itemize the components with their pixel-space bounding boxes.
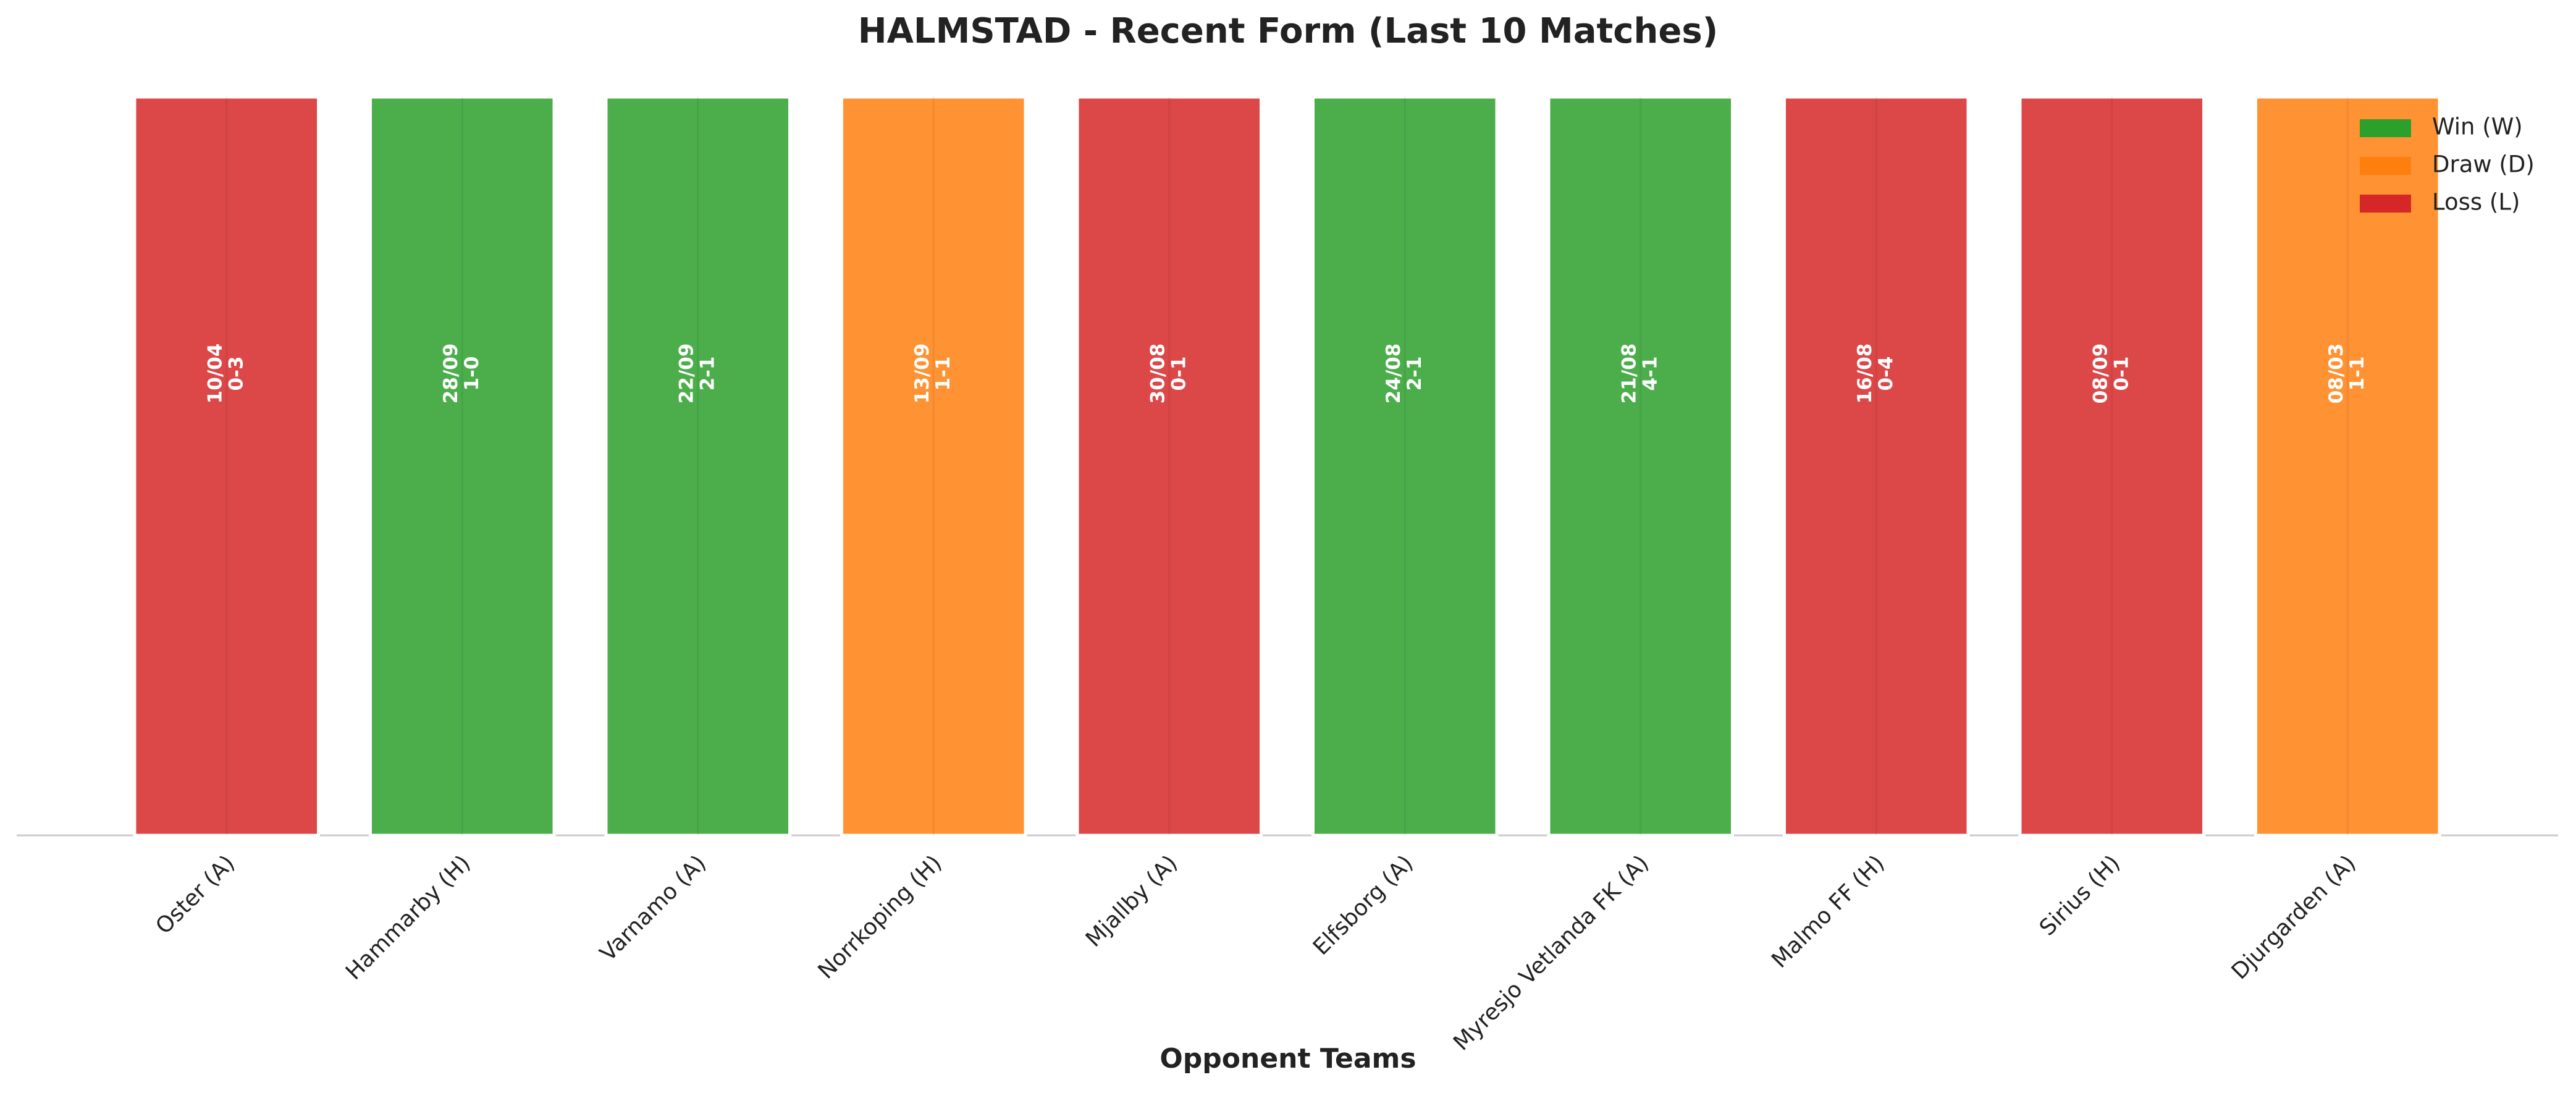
bar — [1782, 95, 1970, 837]
bar-score-label: 0-1 — [2110, 356, 2132, 390]
bar-score-label: 1-0 — [461, 356, 483, 390]
legend-swatch — [2360, 119, 2411, 137]
bar — [133, 95, 321, 837]
bar-date-label: 24/08 — [1383, 344, 1405, 404]
bar — [1547, 95, 1735, 837]
bar-date-label: 08/09 — [2089, 344, 2111, 404]
bar — [2254, 95, 2441, 837]
bar-date-label: 08/03 — [2325, 344, 2347, 404]
bar — [1075, 95, 1263, 837]
legend-swatch — [2360, 157, 2411, 175]
bar — [840, 95, 1027, 837]
bar-score-label: 1-1 — [2346, 356, 2368, 390]
legend-label: Win (W) — [2432, 114, 2523, 140]
bar-date-label: 10/04 — [204, 344, 226, 404]
legend-label: Loss (L) — [2432, 189, 2520, 216]
chart-title: HALMSTAD - Recent Form (Last 10 Matches) — [858, 11, 1719, 51]
bar-score-label: 0-3 — [225, 356, 247, 390]
bar-score-label: 2-1 — [696, 356, 718, 390]
bar-date-label: 30/08 — [1147, 344, 1169, 404]
bar-date-label: 16/08 — [1854, 344, 1876, 404]
legend-swatch — [2360, 195, 2411, 213]
bar — [1311, 95, 1499, 837]
bar — [2018, 95, 2206, 837]
bar-date-label: 22/09 — [675, 344, 697, 404]
bar-score-label: 1-1 — [932, 356, 954, 390]
bar-score-label: 4-1 — [1639, 356, 1661, 390]
bar-date-label: 13/09 — [911, 344, 933, 404]
bar-date-label: 28/09 — [440, 344, 462, 404]
legend-label: Draw (D) — [2432, 151, 2535, 178]
bar-score-label: 0-1 — [1168, 356, 1190, 390]
bar-score-label: 0-4 — [1875, 356, 1897, 390]
bar — [604, 95, 792, 837]
bar-score-label: 2-1 — [1404, 356, 1426, 390]
bar-date-label: 21/08 — [1618, 344, 1640, 404]
bar — [368, 95, 556, 837]
x-axis-label: Opponent Teams — [1160, 1043, 1416, 1074]
